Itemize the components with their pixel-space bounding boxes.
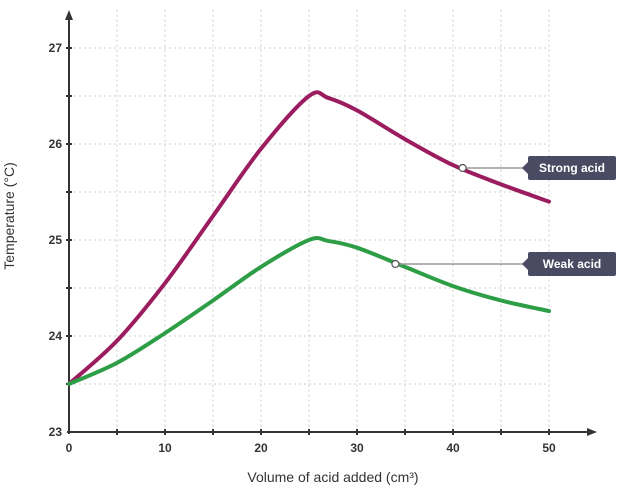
strong-acid-callout-box [528,156,616,180]
y-tick-label: 25 [49,233,63,247]
axes-layer: 0 10 20 30 40 50 23 24 25 26 27 [49,10,597,455]
strong-acid-line [67,90,551,386]
weak-acid-line [67,236,551,386]
weak-acid-callout-pointer [522,258,528,270]
x-tick-label: 0 [66,441,73,455]
y-axis-arrow [65,10,73,20]
y-tick-label: 23 [49,425,63,439]
y-tick-label: 27 [49,41,63,55]
weak-acid-callout-marker [391,259,400,269]
y-tick-label: 26 [49,137,63,151]
strong-acid-callout-label: Strong acid [539,161,605,175]
strong-acid-callout-pointer [522,162,528,174]
weak-acid-callout-label: Weak acid [543,257,601,271]
weak-acid-callout-box [528,252,616,276]
y-tick-label: 24 [49,329,63,343]
x-axis-arrow [587,428,597,436]
y-axis-label: Temperature (°C) [1,162,17,270]
x-tick-label: 30 [350,441,364,455]
grid-layer [69,9,550,432]
x-tick-label: 40 [446,441,460,455]
x-tick-label: 20 [254,441,268,455]
label-layer: Volume of acid added (cm³) Temperature (… [1,162,419,485]
x-tick-label: 50 [542,441,556,455]
x-axis-label: Volume of acid added (cm³) [247,469,418,485]
series-layer [67,90,551,386]
strong-acid-callout-marker [458,163,467,173]
callout-layer: Strong acid Weak acid [391,156,616,276]
x-tick-label: 10 [158,441,172,455]
